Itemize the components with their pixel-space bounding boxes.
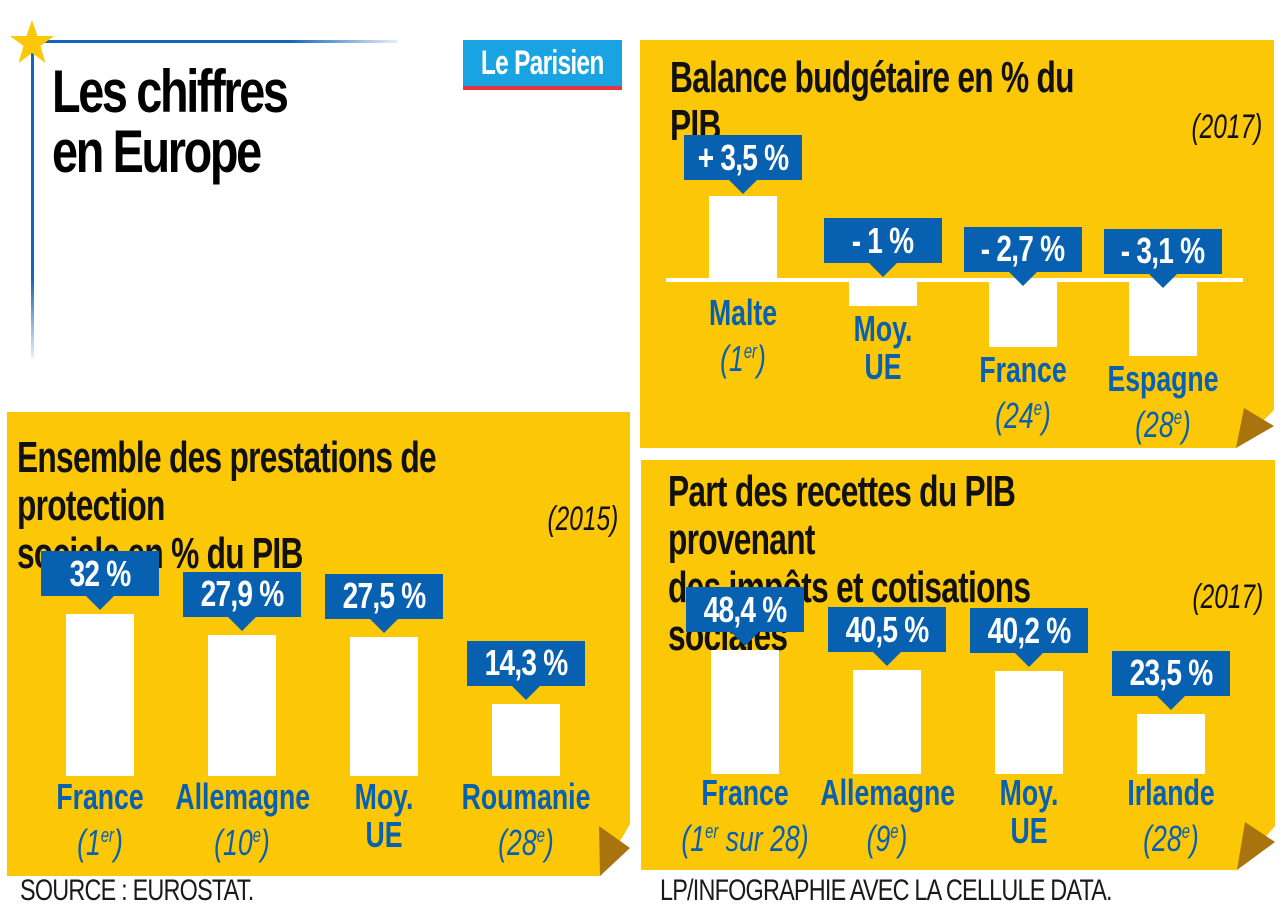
category-rank: (1er) — [720, 338, 766, 379]
value-label: 27,9 % — [183, 571, 301, 631]
category-rank: (10e) — [214, 822, 270, 863]
category-name: UE — [1010, 810, 1048, 851]
category-name: Moy. — [354, 776, 414, 817]
source-note: SOURCE : EUROSTAT. — [20, 874, 254, 907]
value-label-text: + 3,5 % — [697, 136, 789, 178]
category-name: Moy. — [999, 772, 1059, 813]
value-label: 40,2 % — [970, 608, 1088, 667]
value-label-text: 40,2 % — [987, 609, 1072, 651]
bar — [995, 671, 1063, 774]
category-label: Moy. UE — [793, 310, 973, 386]
chart-year: (2017) — [1192, 578, 1263, 616]
category-rank: (28e) — [498, 822, 554, 863]
bar — [1129, 282, 1197, 357]
category-label: France (1er sur 28) — [655, 774, 835, 859]
bar — [853, 670, 921, 774]
category-label: Roumanie (28e) — [436, 778, 616, 863]
value-label-text: - 3,1 % — [1121, 230, 1205, 272]
value-label: 14,3 % — [467, 640, 585, 700]
category-name: Allemagne — [175, 776, 311, 817]
bar — [711, 650, 779, 774]
category-name: Malte — [708, 292, 778, 333]
value-label-text: 23,5 % — [1129, 652, 1214, 694]
value-label: 27,5 % — [325, 573, 443, 633]
folded-corner-icon — [1237, 822, 1275, 870]
value-label-text: - 2,7 % — [981, 228, 1065, 270]
credit-note: LP/INFOGRAPHIE AVEC LA CELLULE DATA. — [660, 874, 1113, 907]
category-label: Espagne (28e) — [1073, 360, 1253, 445]
value-label: - 2,7 % — [964, 226, 1082, 286]
le-parisien-logo: Le Parisien — [463, 40, 622, 90]
category-label: Moy. UE — [294, 778, 474, 854]
value-label: 48,4 % — [686, 587, 804, 646]
category-label: Irlande (28e) — [1081, 774, 1261, 859]
zero-baseline — [666, 278, 1243, 282]
category-name: Roumanie — [461, 776, 591, 817]
bar — [350, 636, 418, 776]
category-name: Moy. — [853, 308, 913, 349]
budget-balance-chart: + 3,5 % Malte (1er) - 1 % Moy. UE - 2,7 % Franc… — [640, 40, 1274, 448]
category-name: Allemagne — [820, 772, 956, 813]
value-label: 23,5 % — [1112, 650, 1230, 710]
category-label: Malte (1er) — [653, 294, 833, 379]
category-rank: (28e) — [1143, 818, 1199, 859]
category-name: France — [701, 772, 789, 813]
social-protection-chart: 32 % France (1er) 27,9 % Allemagne (10e) 27,5 … — [7, 412, 630, 876]
category-label: Moy. UE — [939, 774, 1119, 850]
value-label-text: 27,5 % — [342, 575, 427, 617]
category-rank: (24e) — [995, 394, 1051, 436]
bar — [66, 614, 134, 776]
folded-corner-icon — [1236, 408, 1274, 448]
logo-text: Le Parisien — [481, 43, 604, 82]
panel-background — [7, 412, 630, 876]
tax-revenue-chart: 48,4 % France (1er sur 28) 40,5 % Allemagne (… — [641, 460, 1275, 870]
chart-year: (2015) — [547, 500, 618, 538]
chart-title: Balance budgétaire en % du PIB — [670, 53, 1075, 150]
frame-line-top — [33, 40, 398, 43]
category-label: Allemagne (10e) — [152, 778, 332, 863]
category-name: France — [56, 776, 144, 817]
value-label: + 3,5 % — [684, 135, 802, 194]
bar — [492, 703, 560, 776]
panel-background — [641, 460, 1275, 870]
category-rank: (1er) — [77, 822, 123, 863]
folded-corner-icon — [599, 826, 630, 876]
star-icon — [10, 20, 54, 63]
value-label: - 3,1 % — [1104, 228, 1222, 288]
frame-line-left — [31, 40, 34, 358]
category-name: UE — [365, 814, 403, 855]
value-label-text: 27,9 % — [200, 573, 285, 615]
category-label: France (24e) — [933, 348, 1113, 436]
category-name: UE — [864, 346, 902, 387]
value-label: 32 % — [41, 551, 159, 610]
value-label: - 1 % — [824, 218, 942, 278]
category-rank: (9e) — [866, 818, 908, 859]
value-label-text: - 1 % — [852, 219, 914, 261]
value-label-text: 14,3 % — [484, 642, 569, 684]
category-label: Allemagne (9e) — [797, 774, 977, 859]
bar — [208, 634, 276, 776]
panel-tax-revenue: Part des recettes du PIB provenant des i… — [641, 460, 1275, 870]
chart-year: (2017) — [1191, 108, 1262, 146]
bar — [709, 196, 777, 280]
bar — [1137, 713, 1205, 774]
bar — [849, 282, 917, 306]
category-name: Irlande — [1127, 772, 1215, 813]
category-rank: (1er sur 28) — [681, 818, 809, 859]
category-name: France — [979, 348, 1067, 390]
value-label-text: 40,5 % — [845, 608, 930, 650]
page-title: Les chiffres en Europe — [52, 58, 289, 185]
bar — [989, 282, 1057, 347]
category-rank: (28e) — [1135, 404, 1191, 446]
category-label: France (1er) — [10, 778, 190, 863]
category-name: Espagne — [1107, 358, 1219, 400]
value-label-text: 32 % — [69, 552, 132, 594]
panel-social-protection: Ensemble des prestations de protection s… — [7, 412, 630, 876]
value-label-text: 48,4 % — [703, 588, 788, 630]
panel-budget-balance: Balance budgétaire en % du PIB (2017) + … — [640, 40, 1274, 448]
value-label: 40,5 % — [828, 607, 946, 667]
